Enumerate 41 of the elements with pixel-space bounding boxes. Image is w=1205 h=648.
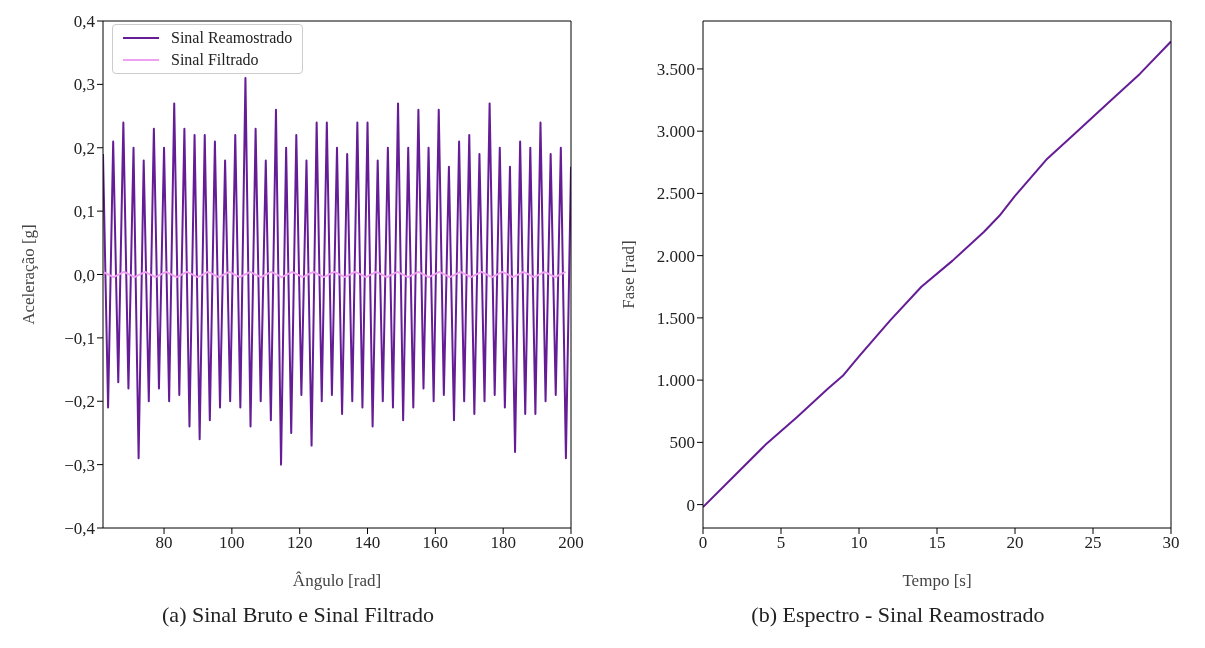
y-tick-label: 1.500 — [656, 308, 695, 328]
y-tick-label: −0,3 — [64, 455, 95, 475]
y-tick-label: −0,4 — [64, 519, 96, 539]
x-tick-label: 25 — [1084, 533, 1102, 553]
y-axis-title: Fase [rad] — [619, 240, 639, 309]
x-tick-label: 180 — [490, 533, 516, 553]
y-tick-label: −0,1 — [64, 328, 95, 348]
x-tick-label: 200 — [558, 533, 584, 553]
x-tick-label: 30 — [1162, 533, 1180, 553]
x-axis-title: Ângulo [rad] — [292, 571, 382, 590]
y-tick-label: 3.000 — [656, 122, 695, 142]
y-tick-label: 0,1 — [73, 202, 95, 222]
x-axis-title: Tempo [s] — [902, 571, 972, 590]
y-tick-label: −0,2 — [64, 392, 95, 412]
x-tick-label: 140 — [354, 533, 381, 553]
x-tick-label: 0 — [698, 533, 708, 553]
y-axis-title: Aceleração [g] — [19, 224, 39, 325]
y-tick-label: 0,2 — [73, 138, 95, 158]
y-tick-label: 0,3 — [73, 75, 95, 95]
y-tick-label: 0,0 — [73, 265, 95, 285]
y-tick-label: 3.500 — [656, 59, 695, 79]
text: (b) Espectro - Sinal Reamostrado — [750, 602, 1046, 628]
x-tick-label: 80 — [155, 533, 173, 553]
x-tick-label: 160 — [422, 533, 449, 553]
line-series — [703, 40, 1171, 509]
x-tick-label: 15 — [928, 533, 946, 553]
y-tick-label: 0,4 — [73, 12, 96, 32]
y-tick-label: 0 — [686, 495, 695, 515]
text: (a) Sinal Bruto e Sinal Filtrado — [161, 602, 435, 628]
y-tick-label: 500 — [669, 433, 695, 453]
x-tick-label: 120 — [286, 533, 313, 553]
x-tick-label: 100 — [219, 533, 245, 553]
legend-label: Sinal Reamostrado — [171, 28, 293, 48]
y-tick-label: 1.000 — [656, 371, 695, 391]
legend-label: Sinal Filtrado — [171, 50, 259, 70]
x-tick-label: 10 — [850, 533, 868, 553]
y-tick-label: 2.500 — [656, 184, 695, 204]
x-tick-label: 5 — [776, 533, 786, 553]
line-series — [103, 77, 571, 466]
y-tick-label: 2.000 — [656, 246, 695, 266]
x-tick-label: 20 — [1006, 533, 1024, 553]
